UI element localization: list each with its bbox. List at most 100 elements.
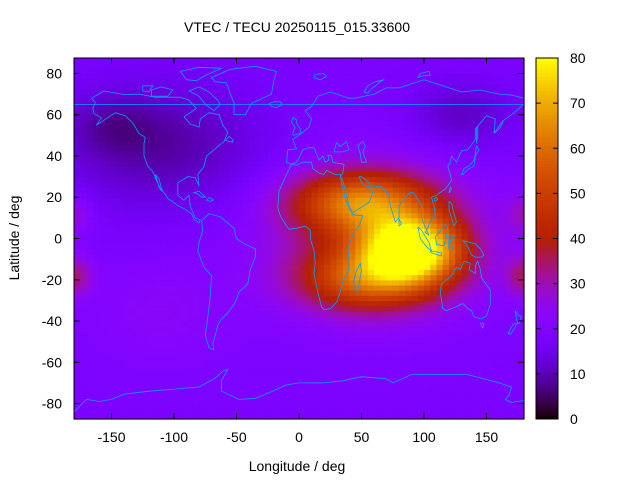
heatmap-cell bbox=[261, 403, 269, 410]
heatmap-cell bbox=[455, 300, 463, 307]
heatmap-cell bbox=[367, 403, 375, 410]
heatmap-cell bbox=[161, 150, 169, 157]
heatmap-cell bbox=[242, 310, 250, 317]
heatmap-cell bbox=[111, 259, 119, 265]
heatmap-cell bbox=[311, 248, 319, 255]
heatmap-cell bbox=[124, 73, 131, 80]
heatmap-cell bbox=[405, 228, 413, 234]
heatmap-cell bbox=[386, 403, 394, 410]
heatmap-cell bbox=[511, 238, 519, 245]
heatmap-cell bbox=[299, 357, 306, 363]
heatmap-cell bbox=[367, 58, 375, 64]
heatmap-cell bbox=[424, 336, 431, 343]
heatmap-cell bbox=[242, 228, 250, 234]
heatmap-cell bbox=[411, 388, 419, 394]
heatmap-cell bbox=[161, 73, 169, 80]
heatmap-cell bbox=[486, 192, 494, 198]
heatmap-cell bbox=[311, 166, 319, 173]
heatmap-cell bbox=[155, 145, 163, 152]
heatmap-cell bbox=[299, 228, 306, 234]
heatmap-cell bbox=[74, 223, 81, 229]
heatmap-cell bbox=[167, 58, 175, 64]
heatmap-cell bbox=[111, 150, 119, 157]
heatmap-cell bbox=[236, 94, 244, 100]
heatmap-cell bbox=[249, 248, 256, 255]
heatmap-cell bbox=[436, 326, 444, 332]
heatmap-cell bbox=[180, 166, 188, 173]
heatmap-cell bbox=[205, 408, 213, 415]
heatmap-cell bbox=[392, 192, 400, 198]
heatmap-cell bbox=[292, 388, 300, 394]
heatmap-cell bbox=[99, 114, 106, 121]
heatmap-cell bbox=[174, 341, 181, 348]
heatmap-cell bbox=[124, 248, 131, 255]
heatmap-cell bbox=[355, 295, 363, 301]
heatmap-cell bbox=[455, 305, 463, 312]
heatmap-cell bbox=[292, 377, 300, 384]
heatmap-cell bbox=[424, 94, 431, 100]
heatmap-cell bbox=[236, 243, 244, 250]
heatmap-cell bbox=[511, 171, 519, 178]
heatmap-cell bbox=[74, 130, 81, 136]
heatmap-cell bbox=[205, 186, 213, 193]
heatmap-cell bbox=[380, 114, 388, 121]
heatmap-cell bbox=[330, 135, 338, 142]
heatmap-cell bbox=[136, 413, 144, 420]
heatmap-cell bbox=[417, 197, 425, 203]
heatmap-cell bbox=[499, 130, 506, 136]
heatmap-cell bbox=[249, 408, 256, 415]
heatmap-cell bbox=[361, 207, 369, 214]
heatmap-cell bbox=[142, 68, 150, 75]
heatmap-cell bbox=[92, 140, 100, 147]
heatmap-cell bbox=[224, 238, 231, 245]
heatmap-cell bbox=[424, 114, 431, 121]
heatmap-cell bbox=[455, 382, 463, 389]
heatmap-cell bbox=[280, 243, 288, 250]
heatmap-cell bbox=[149, 290, 156, 296]
heatmap-cell bbox=[199, 119, 206, 126]
heatmap-cell bbox=[105, 186, 113, 193]
heatmap-cell bbox=[299, 382, 306, 389]
heatmap-cell bbox=[249, 372, 256, 379]
heatmap-cell bbox=[86, 382, 94, 389]
heatmap-cell bbox=[324, 398, 331, 405]
heatmap-cell bbox=[211, 321, 219, 327]
heatmap-cell bbox=[111, 140, 119, 147]
heatmap-cell bbox=[192, 238, 200, 245]
heatmap-cell bbox=[311, 300, 319, 307]
heatmap-cell bbox=[80, 305, 88, 312]
heatmap-cell bbox=[467, 181, 475, 188]
heatmap-cell bbox=[317, 413, 325, 420]
heatmap-cell bbox=[111, 315, 119, 322]
heatmap-cell bbox=[392, 326, 400, 332]
heatmap-cell bbox=[286, 290, 294, 296]
heatmap-cell bbox=[299, 197, 306, 203]
heatmap-cell bbox=[367, 78, 375, 85]
heatmap-cell bbox=[111, 393, 119, 399]
heatmap-cell bbox=[342, 290, 350, 296]
heatmap-cell bbox=[180, 310, 188, 317]
heatmap-cell bbox=[486, 233, 494, 240]
heatmap-cell bbox=[299, 367, 306, 374]
heatmap-cell bbox=[474, 63, 481, 69]
heatmap-cell bbox=[117, 290, 125, 296]
heatmap-cell bbox=[236, 279, 244, 286]
heatmap-cell bbox=[280, 238, 288, 245]
heatmap-cell bbox=[142, 104, 150, 111]
heatmap-cell bbox=[155, 310, 163, 317]
heatmap-cell bbox=[467, 192, 475, 198]
heatmap-cell bbox=[242, 393, 250, 399]
heatmap-cell bbox=[405, 166, 413, 173]
heatmap-cell bbox=[286, 377, 294, 384]
heatmap-cell bbox=[461, 130, 469, 136]
heatmap-cell bbox=[324, 290, 331, 296]
heatmap-cell bbox=[249, 155, 256, 162]
heatmap-cell bbox=[349, 212, 356, 219]
heatmap-cell bbox=[467, 336, 475, 343]
heatmap-cell bbox=[267, 393, 275, 399]
heatmap-cell bbox=[392, 279, 400, 286]
heatmap-cell bbox=[349, 331, 356, 338]
heatmap-cell bbox=[386, 63, 394, 69]
heatmap-cell bbox=[467, 331, 475, 338]
heatmap-cell bbox=[461, 264, 469, 271]
